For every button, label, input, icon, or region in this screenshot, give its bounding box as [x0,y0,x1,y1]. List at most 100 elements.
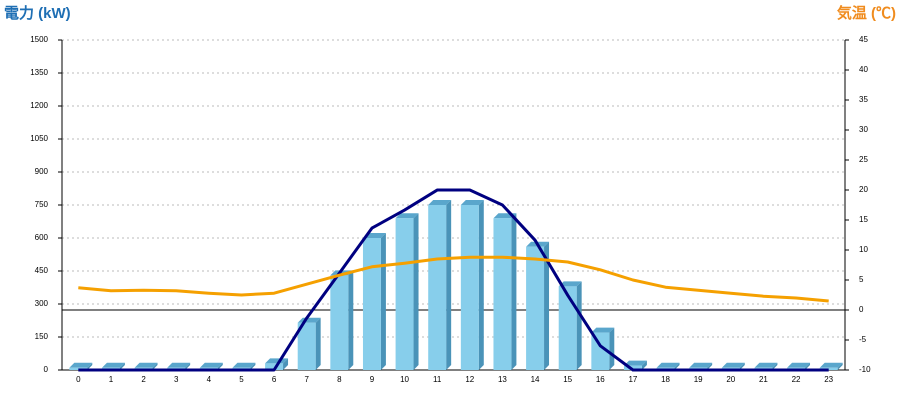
bar-side [674,362,680,370]
bar-side [837,362,843,370]
bar-top [395,213,419,219]
x-tick-label: 18 [661,375,670,384]
y-tick-label: 0 [44,365,49,374]
x-tick-label: 14 [531,375,540,384]
bar-top [819,362,843,368]
bar-side [609,327,615,370]
y2-tick-label: 0 [859,305,864,314]
bar-top [787,362,811,368]
y2-tick-label: 40 [859,65,868,74]
x-tick-label: 1 [109,375,114,384]
x-tick-label: 21 [759,375,768,384]
y-tick-label: 1050 [30,134,48,143]
bar-side [478,200,484,370]
x-tick-label: 23 [824,375,833,384]
bar-side [772,362,778,370]
bar-side [544,241,550,370]
bar-top [101,362,125,368]
y-tick-label: 450 [35,266,49,275]
bar [493,218,512,370]
bar-side [152,362,158,370]
bar-side [446,200,452,370]
bar-top [591,327,615,333]
bar-top [623,360,647,366]
y-tick-label: 900 [35,167,49,176]
x-tick-label: 11 [433,375,442,384]
line [78,255,829,303]
y2-tick-label: 15 [859,215,868,224]
bar-top [199,362,223,368]
y-tick-label: 300 [35,299,49,308]
y2-tick-label: -5 [859,335,867,344]
x-tick-label: 15 [563,375,572,384]
x-tick-label: 10 [400,375,409,384]
bar-side [511,213,517,370]
x-tick-label: 8 [337,375,342,384]
y-tick-label: 1500 [30,35,48,44]
bar-side [119,362,125,370]
bar [395,218,414,370]
bar-top [689,362,713,368]
x-tick-label: 3 [174,375,179,384]
x-tick-label: 22 [792,375,801,384]
x-tick-label: 2 [141,375,146,384]
y2-tick-label: 35 [859,95,868,104]
x-tick-label: 13 [498,375,507,384]
y2-tick-label: 5 [859,275,864,284]
bar [265,363,284,370]
y-tick-label: 150 [35,332,49,341]
bar [623,365,642,370]
y2-tick-label: 45 [859,35,868,44]
bar-side [87,362,93,370]
x-tick-label: 12 [465,375,474,384]
x-tick-label: 19 [694,375,703,384]
x-tick-label: 6 [272,375,277,384]
y2-tick-label: 10 [859,245,868,254]
bar-side [250,362,256,370]
x-tick-label: 16 [596,375,605,384]
bar-top [558,281,582,287]
bar [591,332,610,370]
y2-tick-label: 25 [859,155,868,164]
bar-top [460,200,484,205]
bar-side [380,233,386,370]
y-tick-label: 1350 [30,68,48,77]
bar-side [576,281,582,370]
bar-top [428,200,452,205]
bar-side [185,362,191,370]
y-tick-label: 750 [35,200,49,209]
bar-side [739,362,745,370]
x-tick-label: 0 [76,375,81,384]
bar-side [707,362,713,370]
bar-top [69,362,93,368]
bar [362,238,381,370]
y-axis-title: 電力 (kW) [4,4,71,22]
y-tick-label: 600 [35,233,49,242]
y2-tick-label: -10 [859,365,871,374]
bar [297,322,316,370]
x-tick-label: 4 [207,375,212,384]
y2-tick-label: 30 [859,125,868,134]
bar-side [348,270,354,370]
x-tick-label: 9 [370,375,375,384]
bar-top [754,362,778,368]
bar-side [413,213,419,370]
bar-side [641,360,647,370]
y-tick-label: 1200 [30,101,48,110]
bar-side [315,317,321,370]
bar-top [167,362,191,368]
x-tick-label: 17 [628,375,637,384]
bar-side [805,362,811,370]
bar-side [283,358,289,370]
bar [526,246,545,370]
bar-top [721,362,745,368]
bar-top [656,362,680,368]
y2-tick-label: 20 [859,185,868,194]
bar-top [232,362,256,368]
bar [460,205,479,370]
x-tick-label: 20 [726,375,735,384]
line [78,188,829,372]
bar-side [217,362,223,370]
bar [558,286,577,370]
